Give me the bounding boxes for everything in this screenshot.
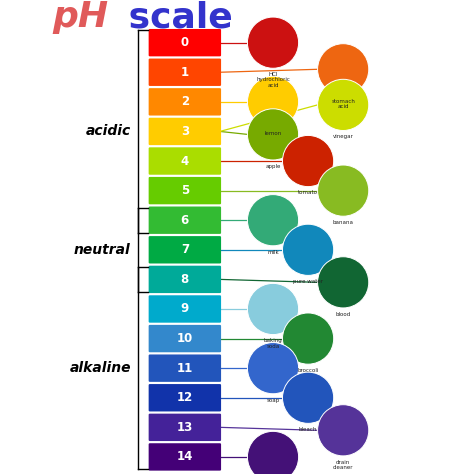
Text: pH: pH [52, 0, 108, 34]
Text: tomato: tomato [298, 191, 318, 195]
FancyBboxPatch shape [149, 59, 221, 86]
Text: drain
cleaner: drain cleaner [333, 460, 354, 470]
FancyBboxPatch shape [149, 414, 221, 441]
FancyBboxPatch shape [149, 147, 221, 175]
Text: HCl
hydrochloric
acid: HCl hydrochloric acid [256, 72, 290, 88]
Text: vinegar: vinegar [333, 134, 354, 139]
Text: neutral: neutral [74, 243, 131, 257]
Text: lemon: lemon [264, 131, 282, 136]
Text: 0: 0 [181, 36, 189, 49]
Text: 4: 4 [181, 155, 189, 167]
Text: 3: 3 [181, 125, 189, 138]
Text: 12: 12 [177, 391, 193, 404]
Text: 14: 14 [177, 450, 193, 464]
Text: soap: soap [266, 398, 280, 402]
Text: 7: 7 [181, 243, 189, 256]
FancyBboxPatch shape [149, 325, 221, 352]
FancyBboxPatch shape [149, 355, 221, 382]
FancyBboxPatch shape [149, 88, 221, 116]
Circle shape [318, 257, 369, 308]
Text: baking
soda: baking soda [264, 338, 283, 349]
Circle shape [318, 165, 369, 216]
Circle shape [247, 431, 299, 474]
FancyBboxPatch shape [149, 118, 221, 145]
FancyBboxPatch shape [149, 207, 221, 234]
Text: 10: 10 [177, 332, 193, 345]
Text: 5: 5 [181, 184, 189, 197]
Text: banana: banana [333, 220, 354, 225]
Text: pure water: pure water [293, 279, 323, 284]
Circle shape [283, 224, 334, 275]
Circle shape [247, 343, 299, 394]
Text: bleach: bleach [299, 427, 317, 432]
Circle shape [318, 44, 369, 95]
FancyBboxPatch shape [149, 295, 221, 323]
Circle shape [283, 313, 334, 364]
Circle shape [247, 17, 299, 68]
Circle shape [247, 109, 299, 160]
Text: 8: 8 [181, 273, 189, 286]
Circle shape [283, 136, 334, 187]
Text: 1: 1 [181, 66, 189, 79]
Text: acidic: acidic [86, 125, 131, 138]
Circle shape [283, 372, 334, 423]
FancyBboxPatch shape [149, 443, 221, 471]
FancyBboxPatch shape [149, 29, 221, 56]
FancyBboxPatch shape [149, 384, 221, 411]
FancyBboxPatch shape [149, 266, 221, 293]
Circle shape [318, 405, 369, 456]
Text: 9: 9 [181, 302, 189, 316]
Text: broccoli: broccoli [297, 368, 319, 373]
Text: 2: 2 [181, 95, 189, 109]
Text: scale: scale [116, 0, 232, 34]
Text: milk: milk [267, 250, 279, 255]
Text: 6: 6 [181, 214, 189, 227]
FancyBboxPatch shape [149, 177, 221, 204]
Text: alkaline: alkaline [69, 361, 131, 375]
Circle shape [247, 195, 299, 246]
FancyBboxPatch shape [149, 236, 221, 264]
Text: stomach
acid: stomach acid [331, 99, 355, 109]
Circle shape [318, 79, 369, 130]
Text: blood: blood [336, 312, 351, 317]
Text: 11: 11 [177, 362, 193, 374]
Text: apple: apple [265, 164, 281, 169]
Text: 13: 13 [177, 421, 193, 434]
Circle shape [247, 76, 299, 128]
Circle shape [247, 283, 299, 335]
